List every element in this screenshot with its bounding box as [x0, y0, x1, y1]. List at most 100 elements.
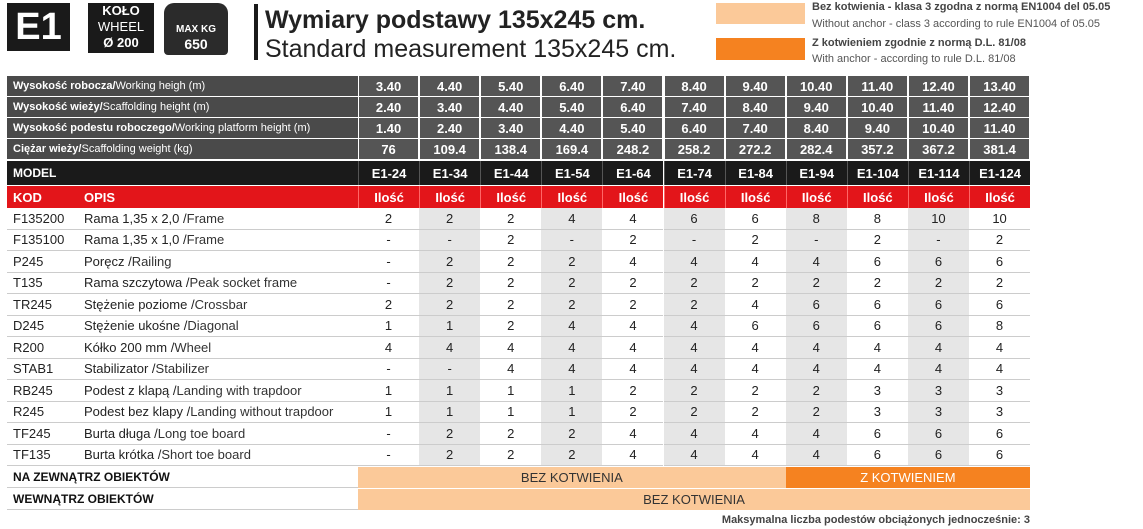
item-code: TF245 [7, 423, 78, 445]
legend-swatch [716, 3, 805, 24]
item-name: Podest bez klapy / Landing without trapd… [78, 402, 358, 423]
spec-value: 8.40 [663, 76, 725, 97]
item-qty: 4 [663, 444, 725, 466]
item-qty: 4 [663, 315, 725, 337]
item-qty: 6 [969, 444, 1031, 466]
spec-value: 4.40 [419, 76, 481, 97]
spec-value: 9.40 [785, 97, 847, 118]
item-name-pl: Stężenie ukośne / [84, 318, 188, 334]
item-qty: 2 [602, 401, 664, 423]
usage-label: NA ZEWNĄTRZ OBIEKTÓW [7, 467, 358, 488]
item-qty: 6 [846, 444, 908, 466]
item-qty: 6 [907, 444, 969, 466]
item-qty: 2 [480, 444, 542, 466]
spec-value: 2.40 [419, 118, 481, 139]
column-header: Ilość [907, 186, 969, 208]
item-qty: 4 [602, 315, 664, 337]
item-qty: 4 [480, 358, 542, 380]
column-header: Ilość [541, 186, 603, 208]
spec-value: 2.40 [358, 97, 420, 118]
item-qty: 2 [480, 315, 542, 337]
spec-value: 6.40 [602, 97, 664, 118]
item-qty: 1 [358, 315, 420, 337]
item-qty: - [541, 229, 603, 251]
model-value: E1-54 [541, 161, 603, 185]
item-code: R245 [7, 402, 78, 423]
spec-value: 11.40 [907, 97, 969, 118]
item-qty: 4 [785, 337, 847, 359]
item-qty: 2 [602, 294, 664, 316]
item-qty: 6 [724, 315, 786, 337]
item-qty: 4 [541, 208, 603, 230]
item-qty: 6 [785, 315, 847, 337]
item-code: P245 [7, 251, 78, 273]
spec-label-en: Working heigh (m) [115, 80, 206, 92]
item-qty: 2 [541, 251, 603, 273]
item-qty: 4 [602, 444, 664, 466]
column-header: Ilość [358, 186, 420, 208]
item-code: STAB1 [7, 359, 78, 380]
spec-value: 381.4 [969, 139, 1031, 160]
model-value: E1-74 [663, 161, 725, 185]
legend-swatch [716, 38, 805, 60]
item-name-pl: Poręcz / [84, 253, 132, 269]
item-qty: - [358, 272, 420, 294]
item-qty: 4 [969, 337, 1031, 359]
item-qty: 2 [358, 294, 420, 316]
spec-value: 3.40 [480, 118, 542, 139]
usage-segment: BEZ KOTWIENIA [358, 467, 786, 488]
model-value: E1-114 [907, 161, 969, 185]
spec-value: 282.4 [785, 139, 847, 160]
title: Wymiary podstawy 135x245 cm. [265, 6, 646, 34]
item-qty: 6 [969, 294, 1031, 316]
spec-label-en: Scaffolding height (m) [102, 101, 210, 113]
usage-segment: Z KOTWIENIEM [785, 467, 1031, 488]
item-qty: 2 [602, 272, 664, 294]
wheel-text: KOŁO [102, 3, 140, 18]
item-qty: 6 [785, 294, 847, 316]
item-qty: 8 [969, 315, 1031, 337]
item-name: Burta długa / Long toe board [78, 423, 358, 445]
item-qty: - [663, 229, 725, 251]
item-qty: 6 [907, 423, 969, 445]
column-header: Ilość [785, 186, 847, 208]
item-qty: 2 [846, 229, 908, 251]
spec-value: 11.40 [969, 118, 1031, 139]
item-qty: 4 [785, 423, 847, 445]
item-code: T135 [7, 273, 78, 294]
item-qty: 1 [358, 401, 420, 423]
item-qty: 8 [846, 208, 908, 230]
spec-value: 12.40 [969, 97, 1031, 118]
item-qty: 2 [480, 251, 542, 273]
column-header: OPIS [78, 186, 358, 208]
item-qty: 4 [907, 358, 969, 380]
item-qty: 4 [724, 251, 786, 273]
column-header: Ilość [663, 186, 725, 208]
note: Maksymalna liczba podestów obciążonych j… [721, 514, 1030, 526]
spec-value: 9.40 [846, 118, 908, 139]
item-code: TR245 [7, 294, 78, 316]
spec-value: 357.2 [846, 139, 908, 160]
spec-value: 6.40 [541, 76, 603, 97]
spec-value: 7.40 [724, 118, 786, 139]
item-name-pl: Rama szczytowa / [84, 275, 190, 291]
item-qty: 4 [663, 337, 725, 359]
item-qty: 4 [358, 337, 420, 359]
item-qty: 1 [358, 380, 420, 402]
column-header: KOD [7, 186, 78, 208]
item-qty: 6 [907, 315, 969, 337]
item-name-en: Frame [186, 232, 225, 248]
spec-value: 272.2 [724, 139, 786, 160]
item-qty: - [358, 251, 420, 273]
spec-value: 13.40 [969, 76, 1031, 97]
item-qty: - [358, 444, 420, 466]
spec-value: 258.2 [663, 139, 725, 160]
item-qty: 2 [785, 272, 847, 294]
item-qty: 2 [724, 229, 786, 251]
model-value: E1-44 [480, 161, 542, 185]
item-name: Stężenie ukośne / Diagonal [78, 316, 358, 337]
item-name: Podest z klapą / Landing with trapdoor [78, 380, 358, 402]
spec-value: 4.40 [541, 118, 603, 139]
spec-label: Wysokość robocza/Working heigh (m) [7, 76, 358, 97]
item-name: Burta krótka / Short toe board [78, 445, 358, 466]
